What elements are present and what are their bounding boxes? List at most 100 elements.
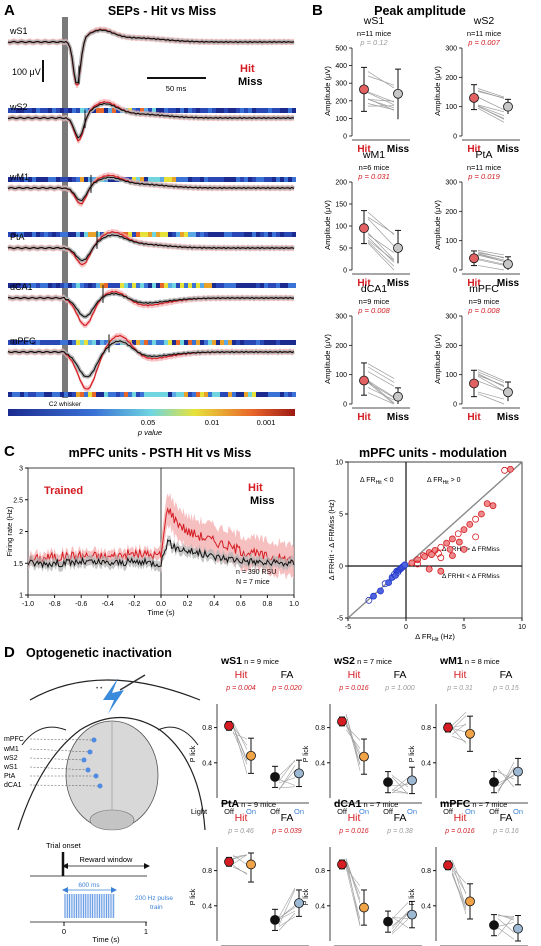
pvalue-cell xyxy=(40,283,44,288)
pvalue-cell xyxy=(200,177,204,182)
pvalue-cell xyxy=(244,232,248,237)
opto-mean-marker xyxy=(443,722,453,733)
pvalue-cell xyxy=(152,177,156,182)
pvalue-cell xyxy=(48,108,52,113)
pvalue-cell xyxy=(288,232,292,237)
subject-line xyxy=(477,254,505,262)
amp-p-wS1: p = 0.12 xyxy=(359,38,388,47)
scatter-point-positive xyxy=(443,539,451,547)
pvalue-cell xyxy=(220,177,224,182)
amp-region-mPFC: mPFC xyxy=(469,283,499,295)
pvalue-cell xyxy=(72,108,76,113)
opto-light-label: Light xyxy=(191,807,208,816)
pvalue-cell xyxy=(200,108,204,113)
pvalue-cell xyxy=(24,340,28,345)
opto-hit-label: Hit xyxy=(454,669,467,681)
pvalue-cell xyxy=(244,340,248,345)
pvalue-cell xyxy=(184,232,188,237)
pvalue-cell xyxy=(80,108,84,113)
pvalue-cell xyxy=(172,108,176,113)
opto-xlabel: Off xyxy=(224,807,235,816)
psth-xtick-label: -0.8 xyxy=(49,601,61,608)
opto-fa-label: FA xyxy=(394,669,407,681)
opto-mean-marker xyxy=(489,777,499,788)
pvalue-cell xyxy=(124,392,128,397)
opto-xlabel: On xyxy=(513,807,523,816)
pvalue-cell xyxy=(168,232,172,237)
psth-ytick-label: 2 xyxy=(19,529,23,536)
psth-xtick-label: -0.2 xyxy=(128,601,140,608)
opto-subject-line-fa xyxy=(391,789,409,794)
pvalue-cell xyxy=(48,232,52,237)
pvalue-cell xyxy=(248,392,252,397)
pvalue-cell xyxy=(16,232,20,237)
duration-label: 600 ms xyxy=(78,882,100,889)
pvalue-cell xyxy=(156,392,160,397)
pvalue-cell xyxy=(188,232,192,237)
pvalue-cell xyxy=(8,340,12,345)
opto-subject-line-fa xyxy=(497,761,515,794)
pvalue-cell xyxy=(76,392,80,397)
panel-b-title: Peak amplitude xyxy=(374,4,466,18)
pvalue-cell xyxy=(232,392,236,397)
pvalue-cell xyxy=(132,340,136,345)
psth-miss-label: Miss xyxy=(250,495,274,507)
opto-subject-line-hit xyxy=(232,733,248,740)
opto-subject-line-fa xyxy=(278,760,296,777)
pvalue-cell xyxy=(200,232,204,237)
opto-ytick-label: 0.4 xyxy=(315,760,325,767)
opto-fa-label: FA xyxy=(281,669,294,681)
pvalue-cell xyxy=(172,283,176,288)
sep-traces: wS1 wS2 wM1 PtA dCA1 mPFC xyxy=(7,26,296,397)
pvalue-cell xyxy=(76,283,80,288)
pvalue-cell xyxy=(160,392,164,397)
pvalue-cell xyxy=(208,177,212,182)
pvalue-cell xyxy=(240,340,244,345)
opto-xlabel: Off xyxy=(337,807,348,816)
opto-hit-label: Hit xyxy=(348,669,361,681)
pvalue-cell xyxy=(268,283,272,288)
pvalue-cell xyxy=(224,108,228,113)
pvalue-cell xyxy=(252,108,256,113)
pvalue-cell xyxy=(100,283,104,288)
pvalue-cell xyxy=(80,177,84,182)
pvalue-cell xyxy=(164,392,168,397)
amp-ytick-label: 500 xyxy=(335,46,347,53)
pvalue-cell xyxy=(236,340,240,345)
subject-line xyxy=(367,242,395,271)
pvalue-cell xyxy=(172,340,176,345)
opto-subject-line-hit xyxy=(232,726,248,760)
time-scale-label: 50 ms xyxy=(166,84,187,93)
pvalue-cell xyxy=(8,108,12,113)
pvalue-cell xyxy=(92,340,96,345)
pvalue-cell xyxy=(8,283,12,288)
pvalue-cell xyxy=(60,340,64,345)
subject-line xyxy=(367,98,395,111)
amp-region-PtA: PtA xyxy=(476,149,493,161)
pvalue-cell xyxy=(112,392,116,397)
subject-line xyxy=(477,250,505,256)
pvalue-cell xyxy=(284,232,288,237)
pvalue-cell xyxy=(44,108,48,113)
stimulus-bar xyxy=(62,17,68,398)
pvalue-cell xyxy=(276,232,280,237)
subject-line xyxy=(367,99,395,102)
pvalue-cell xyxy=(104,108,108,113)
pvalue-cell xyxy=(16,177,20,182)
opto-subject-line-hit xyxy=(345,723,361,757)
scatter-point-positive xyxy=(414,560,422,568)
opto-p-fa: p = 1.000 xyxy=(384,685,414,692)
quadrant-label-lt: Δ FRHit < Δ FRMiss xyxy=(442,573,500,580)
pvalue-cell xyxy=(148,232,152,237)
amp-ytick-label: 300 xyxy=(335,81,347,88)
scatter-point-positive xyxy=(425,565,433,573)
opto-fa-label: FA xyxy=(500,812,513,824)
pvalue-cell xyxy=(140,283,144,288)
pvalue-cell xyxy=(220,232,224,237)
opto-ytick-label: 0.8 xyxy=(315,725,325,732)
pvalue-cell xyxy=(264,177,268,182)
atlas-site-wS2 xyxy=(81,757,87,763)
miss-mean-marker xyxy=(503,101,513,112)
pvalue-cell xyxy=(12,108,16,113)
